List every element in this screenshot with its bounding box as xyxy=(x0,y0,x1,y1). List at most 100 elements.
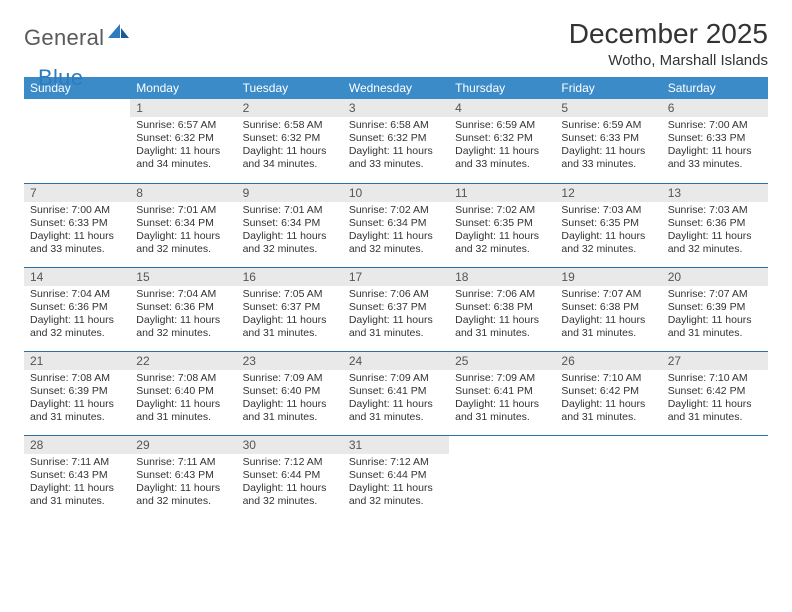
day-details: Sunrise: 7:00 AMSunset: 6:33 PMDaylight:… xyxy=(662,117,768,176)
calendar-cell: 12Sunrise: 7:03 AMSunset: 6:35 PMDayligh… xyxy=(555,183,661,267)
calendar-cell: 6Sunrise: 7:00 AMSunset: 6:33 PMDaylight… xyxy=(662,99,768,183)
calendar-cell: 26Sunrise: 7:10 AMSunset: 6:42 PMDayligh… xyxy=(555,351,661,435)
day-details: Sunrise: 7:02 AMSunset: 6:35 PMDaylight:… xyxy=(449,202,555,261)
calendar-cell: 3Sunrise: 6:58 AMSunset: 6:32 PMDaylight… xyxy=(343,99,449,183)
calendar-cell: 17Sunrise: 7:06 AMSunset: 6:37 PMDayligh… xyxy=(343,267,449,351)
day-details: Sunrise: 7:09 AMSunset: 6:41 PMDaylight:… xyxy=(449,370,555,429)
day-details: Sunrise: 6:58 AMSunset: 6:32 PMDaylight:… xyxy=(237,117,343,176)
day-number: 3 xyxy=(343,99,449,117)
logo-text-2: Blue xyxy=(38,65,83,91)
calendar-cell: 1Sunrise: 6:57 AMSunset: 6:32 PMDaylight… xyxy=(130,99,236,183)
day-details: Sunrise: 7:08 AMSunset: 6:40 PMDaylight:… xyxy=(130,370,236,429)
day-details: Sunrise: 6:59 AMSunset: 6:33 PMDaylight:… xyxy=(555,117,661,176)
day-details: Sunrise: 7:03 AMSunset: 6:36 PMDaylight:… xyxy=(662,202,768,261)
day-number: 8 xyxy=(130,184,236,202)
day-number: 31 xyxy=(343,436,449,454)
day-number: 13 xyxy=(662,184,768,202)
day-header: Friday xyxy=(555,77,661,99)
day-number: 24 xyxy=(343,352,449,370)
calendar-cell: 19Sunrise: 7:07 AMSunset: 6:38 PMDayligh… xyxy=(555,267,661,351)
calendar-cell: 18Sunrise: 7:06 AMSunset: 6:38 PMDayligh… xyxy=(449,267,555,351)
day-number: 27 xyxy=(662,352,768,370)
day-number: 26 xyxy=(555,352,661,370)
day-header: Monday xyxy=(130,77,236,99)
month-title: December 2025 xyxy=(569,18,768,50)
calendar-cell: 22Sunrise: 7:08 AMSunset: 6:40 PMDayligh… xyxy=(130,351,236,435)
day-number: 30 xyxy=(237,436,343,454)
day-details: Sunrise: 7:06 AMSunset: 6:37 PMDaylight:… xyxy=(343,286,449,345)
day-details: Sunrise: 7:12 AMSunset: 6:44 PMDaylight:… xyxy=(343,454,449,513)
calendar-table: SundayMondayTuesdayWednesdayThursdayFrid… xyxy=(24,77,768,519)
day-number: 19 xyxy=(555,268,661,286)
day-details: Sunrise: 7:06 AMSunset: 6:38 PMDaylight:… xyxy=(449,286,555,345)
day-number: 6 xyxy=(662,99,768,117)
day-details: Sunrise: 6:59 AMSunset: 6:32 PMDaylight:… xyxy=(449,117,555,176)
day-details: Sunrise: 7:08 AMSunset: 6:39 PMDaylight:… xyxy=(24,370,130,429)
calendar-cell: 10Sunrise: 7:02 AMSunset: 6:34 PMDayligh… xyxy=(343,183,449,267)
calendar-cell: 29Sunrise: 7:11 AMSunset: 6:43 PMDayligh… xyxy=(130,435,236,519)
calendar-cell: 31Sunrise: 7:12 AMSunset: 6:44 PMDayligh… xyxy=(343,435,449,519)
calendar-cell: 11Sunrise: 7:02 AMSunset: 6:35 PMDayligh… xyxy=(449,183,555,267)
day-number: 20 xyxy=(662,268,768,286)
day-details: Sunrise: 7:09 AMSunset: 6:41 PMDaylight:… xyxy=(343,370,449,429)
day-number: 7 xyxy=(24,184,130,202)
day-details: Sunrise: 7:12 AMSunset: 6:44 PMDaylight:… xyxy=(237,454,343,513)
day-details: Sunrise: 6:57 AMSunset: 6:32 PMDaylight:… xyxy=(130,117,236,176)
logo: General xyxy=(24,22,132,53)
day-details: Sunrise: 7:00 AMSunset: 6:33 PMDaylight:… xyxy=(24,202,130,261)
calendar-cell: 13Sunrise: 7:03 AMSunset: 6:36 PMDayligh… xyxy=(662,183,768,267)
day-details: Sunrise: 7:01 AMSunset: 6:34 PMDaylight:… xyxy=(237,202,343,261)
day-number: 14 xyxy=(24,268,130,286)
day-number: 11 xyxy=(449,184,555,202)
calendar-header-row: SundayMondayTuesdayWednesdayThursdayFrid… xyxy=(24,77,768,99)
calendar-cell: 30Sunrise: 7:12 AMSunset: 6:44 PMDayligh… xyxy=(237,435,343,519)
calendar-cell xyxy=(555,435,661,519)
header: General December 2025 Wotho, Marshall Is… xyxy=(24,18,768,69)
calendar-cell: 4Sunrise: 6:59 AMSunset: 6:32 PMDaylight… xyxy=(449,99,555,183)
title-block: December 2025 Wotho, Marshall Islands xyxy=(569,18,768,69)
day-details: Sunrise: 6:58 AMSunset: 6:32 PMDaylight:… xyxy=(343,117,449,176)
day-header: Wednesday xyxy=(343,77,449,99)
calendar-row: 1Sunrise: 6:57 AMSunset: 6:32 PMDaylight… xyxy=(24,99,768,183)
calendar-cell: 20Sunrise: 7:07 AMSunset: 6:39 PMDayligh… xyxy=(662,267,768,351)
day-details: Sunrise: 7:11 AMSunset: 6:43 PMDaylight:… xyxy=(24,454,130,513)
calendar-cell: 24Sunrise: 7:09 AMSunset: 6:41 PMDayligh… xyxy=(343,351,449,435)
calendar-row: 21Sunrise: 7:08 AMSunset: 6:39 PMDayligh… xyxy=(24,351,768,435)
calendar-cell: 15Sunrise: 7:04 AMSunset: 6:36 PMDayligh… xyxy=(130,267,236,351)
day-details: Sunrise: 7:04 AMSunset: 6:36 PMDaylight:… xyxy=(24,286,130,345)
calendar-cell: 23Sunrise: 7:09 AMSunset: 6:40 PMDayligh… xyxy=(237,351,343,435)
calendar-cell: 14Sunrise: 7:04 AMSunset: 6:36 PMDayligh… xyxy=(24,267,130,351)
day-details: Sunrise: 7:09 AMSunset: 6:40 PMDaylight:… xyxy=(237,370,343,429)
calendar-row: 14Sunrise: 7:04 AMSunset: 6:36 PMDayligh… xyxy=(24,267,768,351)
day-details: Sunrise: 7:11 AMSunset: 6:43 PMDaylight:… xyxy=(130,454,236,513)
calendar-cell: 7Sunrise: 7:00 AMSunset: 6:33 PMDaylight… xyxy=(24,183,130,267)
day-number: 28 xyxy=(24,436,130,454)
calendar-cell: 5Sunrise: 6:59 AMSunset: 6:33 PMDaylight… xyxy=(555,99,661,183)
calendar-cell xyxy=(24,99,130,183)
day-number: 21 xyxy=(24,352,130,370)
day-number: 5 xyxy=(555,99,661,117)
day-number: 23 xyxy=(237,352,343,370)
day-number: 12 xyxy=(555,184,661,202)
calendar-cell: 25Sunrise: 7:09 AMSunset: 6:41 PMDayligh… xyxy=(449,351,555,435)
calendar-cell xyxy=(662,435,768,519)
day-number: 29 xyxy=(130,436,236,454)
calendar-cell: 21Sunrise: 7:08 AMSunset: 6:39 PMDayligh… xyxy=(24,351,130,435)
calendar-body: 1Sunrise: 6:57 AMSunset: 6:32 PMDaylight… xyxy=(24,99,768,519)
calendar-cell: 16Sunrise: 7:05 AMSunset: 6:37 PMDayligh… xyxy=(237,267,343,351)
day-header: Tuesday xyxy=(237,77,343,99)
day-number: 4 xyxy=(449,99,555,117)
day-details: Sunrise: 7:07 AMSunset: 6:39 PMDaylight:… xyxy=(662,286,768,345)
day-number: 25 xyxy=(449,352,555,370)
day-details: Sunrise: 7:10 AMSunset: 6:42 PMDaylight:… xyxy=(555,370,661,429)
day-number: 22 xyxy=(130,352,236,370)
calendar-cell: 2Sunrise: 6:58 AMSunset: 6:32 PMDaylight… xyxy=(237,99,343,183)
day-number: 16 xyxy=(237,268,343,286)
day-number: 17 xyxy=(343,268,449,286)
day-details: Sunrise: 7:03 AMSunset: 6:35 PMDaylight:… xyxy=(555,202,661,261)
calendar-cell: 28Sunrise: 7:11 AMSunset: 6:43 PMDayligh… xyxy=(24,435,130,519)
calendar-cell: 8Sunrise: 7:01 AMSunset: 6:34 PMDaylight… xyxy=(130,183,236,267)
calendar-cell xyxy=(449,435,555,519)
day-number: 15 xyxy=(130,268,236,286)
day-header: Saturday xyxy=(662,77,768,99)
